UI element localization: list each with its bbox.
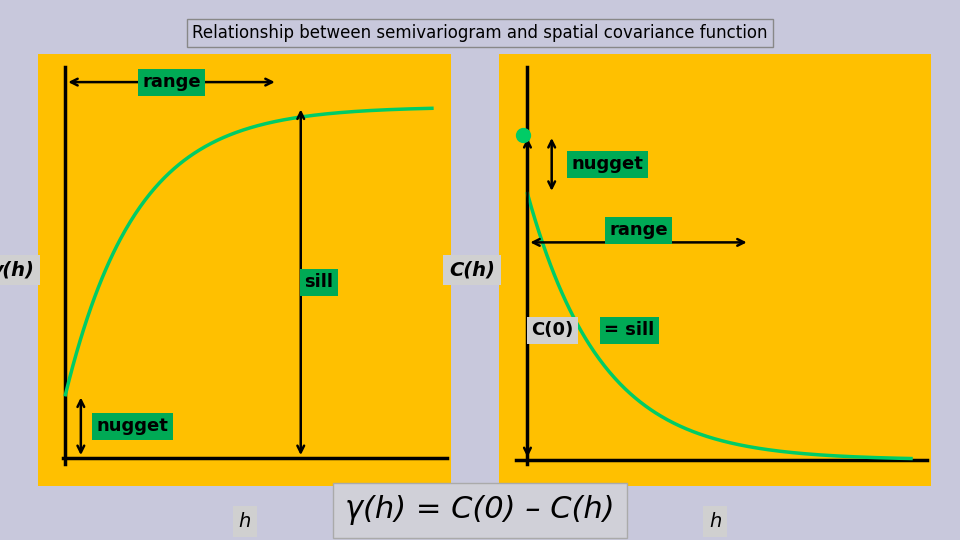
Text: nugget: nugget [572,156,644,173]
Text: h: h [239,512,251,531]
Text: C(h): C(h) [449,260,495,280]
Text: h: h [709,512,721,531]
Text: γ(h): γ(h) [0,260,35,280]
Text: nugget: nugget [96,417,168,435]
Text: C(0): C(0) [532,321,574,339]
Text: = sill: = sill [604,321,655,339]
Text: sill: sill [304,273,333,291]
Text: range: range [610,221,668,239]
Text: range: range [142,73,201,91]
Text: Relationship between semivariogram and spatial covariance function: Relationship between semivariogram and s… [192,24,768,42]
Text: γ(h) = C(0) – C(h): γ(h) = C(0) – C(h) [346,495,614,525]
